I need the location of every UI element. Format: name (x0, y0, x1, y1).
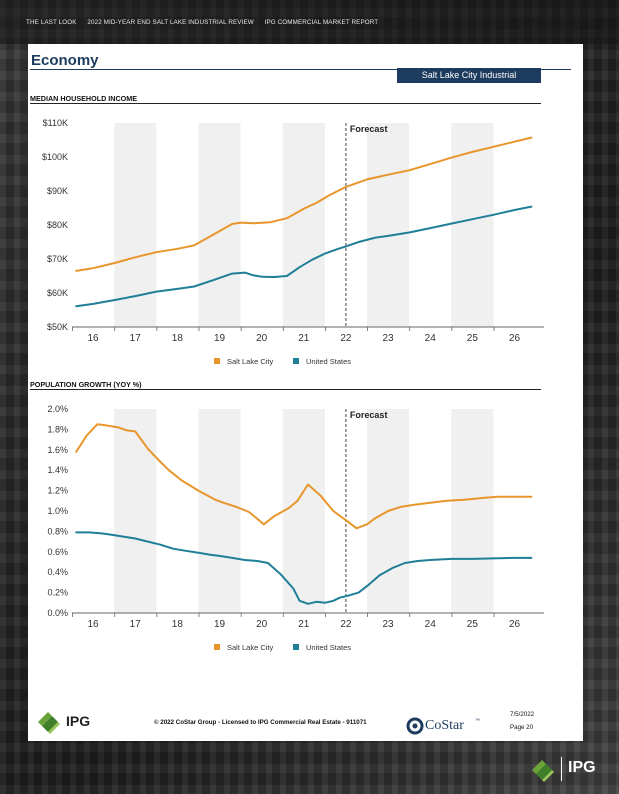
market-badge: Salt Lake City Industrial (397, 68, 541, 83)
income-y-tick-label: $70K (47, 254, 68, 264)
population-x-tick-label: 24 (425, 619, 437, 630)
income-y-tick-label: $50K (47, 322, 68, 332)
income-x-tick-label: 26 (509, 333, 521, 344)
income-legend-label: United States (306, 357, 351, 366)
income-year-band (367, 123, 410, 327)
population-x-tick-label: 21 (298, 619, 310, 630)
income-x-tick-label: 21 (298, 333, 310, 344)
population-y-tick-label: 0.6% (47, 547, 68, 557)
top-navigation-bar: THE LAST LOOK 2022 MID-YEAR END SALT LAK… (0, 0, 619, 44)
population-y-tick-label: 1.8% (47, 424, 68, 434)
population-chart-rule (30, 389, 541, 390)
income-y-tick-label: $60K (47, 288, 68, 298)
income-x-tick-label: 25 (467, 333, 479, 344)
report-date: 7/5/2022 (510, 711, 535, 718)
copyright-text: © 2022 CoStar Group - Licensed to IPG Co… (154, 719, 367, 726)
income-x-tick-label: 17 (130, 333, 142, 344)
income-year-band (198, 123, 241, 327)
population-x-tick-label: 17 (130, 619, 142, 630)
nav-item-report[interactable]: IPG COMMERCIAL MARKET REPORT (264, 19, 379, 26)
population-year-band (282, 409, 325, 613)
income-year-band (282, 123, 325, 327)
income-x-tick-label: 23 (383, 333, 395, 344)
income-legend-swatch (214, 358, 220, 364)
income-y-tick-label: $110K (43, 118, 68, 128)
costar-mark-icon (406, 717, 424, 735)
income-forecast-label: Forecast (350, 124, 388, 134)
income-year-band (451, 123, 494, 327)
income-y-tick-label: $80K (47, 220, 68, 230)
costar-trademark: ™ (475, 718, 480, 724)
population-x-tick-label: 25 (467, 619, 479, 630)
income-chart-rule (30, 103, 541, 104)
income-y-tick-label: $100K (42, 152, 68, 162)
population-x-tick-label: 22 (340, 619, 352, 630)
ipg-leaf-icon (38, 712, 60, 734)
population-x-tick-label: 18 (172, 619, 184, 630)
corner-brand-logo[interactable]: IPG (528, 755, 608, 785)
population-y-tick-label: 1.6% (47, 445, 68, 455)
income-x-tick-label: 16 (88, 333, 100, 344)
income-x-tick-label: 20 (256, 333, 268, 344)
population-year-band (114, 409, 157, 613)
population-y-tick-label: 0.4% (47, 567, 68, 577)
population-y-tick-label: 1.0% (47, 506, 68, 516)
ipg-corner-leaf-icon (532, 760, 554, 782)
report-page: Economy Salt Lake City Industrial MEDIAN… (28, 44, 583, 741)
income-x-tick-label: 24 (425, 333, 437, 344)
title-divider (30, 69, 571, 70)
population-legend-swatch (214, 644, 220, 650)
income-x-tick-label: 19 (214, 333, 226, 344)
corner-brand-text: IPG (568, 759, 596, 776)
income-chart-title: MEDIAN HOUSEHOLD INCOME (30, 94, 138, 103)
population-year-band (451, 409, 494, 613)
costar-logo: CoStar ™ (405, 716, 485, 738)
page-title: Economy (31, 52, 99, 69)
income-x-tick-label: 22 (340, 333, 352, 344)
breadcrumb: THE LAST LOOK 2022 MID-YEAR END SALT LAK… (26, 19, 387, 26)
income-series-salt-lake-city (75, 136, 533, 272)
population-y-tick-label: 1.4% (47, 465, 68, 475)
population-x-tick-label: 16 (88, 619, 100, 630)
income-legend-swatch (293, 358, 299, 364)
population-chart-title: POPULATION GROWTH (YOY %) (30, 380, 142, 389)
income-series-united-states (75, 205, 533, 308)
ipg-logo-text: IPG (66, 713, 91, 729)
nav-item-last-look[interactable]: THE LAST LOOK (26, 19, 77, 26)
population-legend-label: Salt Lake City (227, 643, 274, 652)
income-y-tick-label: $90K (47, 186, 68, 196)
nav-item-review[interactable]: 2022 MID-YEAR END SALT LAKE INDUSTRIAL R… (87, 19, 254, 26)
population-legend-label: United States (306, 643, 351, 652)
income-x-tick-label: 18 (172, 333, 184, 344)
population-y-tick-label: 1.2% (47, 486, 68, 496)
population-x-tick-label: 19 (214, 619, 226, 630)
population-forecast-label: Forecast (350, 410, 388, 420)
population-y-tick-label: 0.0% (47, 608, 68, 618)
population-y-tick-label: 0.8% (47, 526, 68, 536)
population-y-tick-label: 2.0% (47, 404, 68, 414)
population-y-tick-label: 0.2% (47, 588, 68, 598)
ipg-logo: IPG (36, 710, 106, 734)
population-x-tick-label: 20 (256, 619, 268, 630)
income-chart: $50K $60K $70K $80K $90K $100K $110K 16 17 18 19 20… (42, 118, 544, 366)
page-number: Page 20 (510, 724, 534, 731)
costar-logo-text: CoStar (425, 718, 464, 733)
population-legend-swatch (293, 644, 299, 650)
population-series-united-states (75, 531, 533, 605)
income-legend-label: Salt Lake City (227, 357, 274, 366)
population-chart: 0.0% 0.2% 0.4% 0.6% 0.8% 1.0% 1.2% 1.4% 1.6% 1.8%… (47, 404, 544, 652)
population-series-salt-lake-city (75, 423, 533, 530)
corner-divider (561, 757, 562, 781)
population-x-tick-label: 23 (383, 619, 395, 630)
population-x-tick-label: 26 (509, 619, 521, 630)
population-year-band (198, 409, 241, 613)
